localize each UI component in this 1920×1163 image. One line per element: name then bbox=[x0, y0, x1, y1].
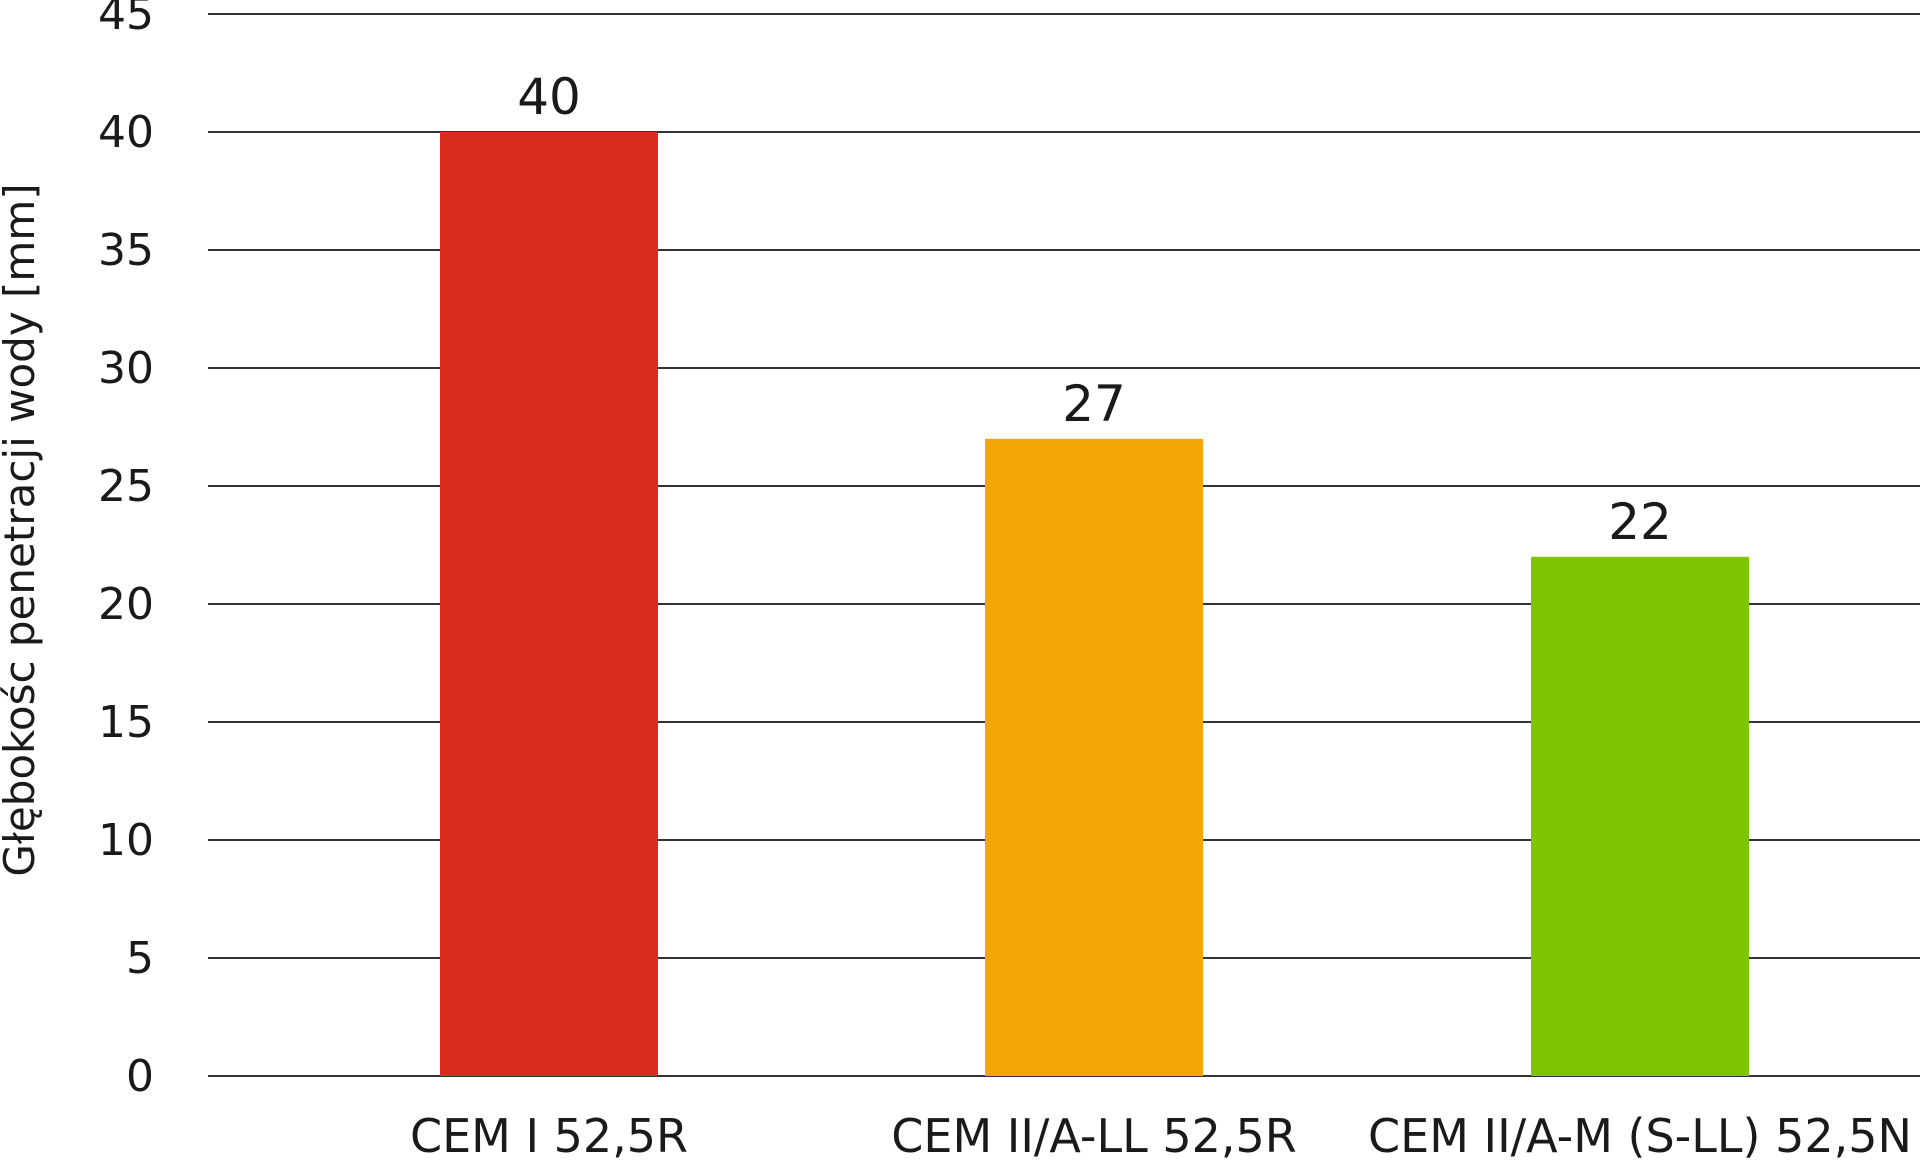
y-tick-label: 35 bbox=[98, 225, 154, 276]
y-tick-label: 5 bbox=[126, 933, 154, 984]
y-tick-label: 25 bbox=[98, 461, 154, 512]
data-labels: 40 27 22 bbox=[517, 68, 1672, 551]
x-category-label-2: CEM II/A-LL 52,5R bbox=[891, 1109, 1296, 1163]
x-category-label-1: CEM I 52,5R bbox=[410, 1109, 688, 1163]
y-tick-label: 20 bbox=[98, 579, 154, 630]
bar-3 bbox=[1531, 556, 1749, 1076]
y-axis-title: Głębokośc penetracji wody [mm] bbox=[0, 183, 44, 876]
data-label-2: 27 bbox=[1062, 375, 1126, 433]
bar-2 bbox=[985, 438, 1203, 1076]
data-label-3: 22 bbox=[1608, 493, 1672, 551]
x-axis-labels: CEM I 52,5R CEM II/A-LL 52,5R CEM II/A-M (… bbox=[410, 1109, 1912, 1163]
y-tick-label: 30 bbox=[98, 343, 154, 394]
y-tick-label: 0 bbox=[126, 1051, 154, 1102]
x-category-label-3: CEM II/A-M (S-LL) 52,5N bbox=[1368, 1109, 1912, 1163]
y-axis-ticks: 0 5 10 15 20 25 30 35 40 45 bbox=[98, 0, 154, 1102]
y-tick-label: 15 bbox=[98, 697, 154, 748]
y-tick-label: 45 bbox=[98, 0, 154, 40]
bars bbox=[440, 132, 1749, 1076]
y-tick-label: 10 bbox=[98, 815, 154, 866]
y-tick-label: 40 bbox=[98, 107, 154, 158]
bar-1 bbox=[440, 132, 658, 1076]
data-label-1: 40 bbox=[517, 68, 581, 126]
